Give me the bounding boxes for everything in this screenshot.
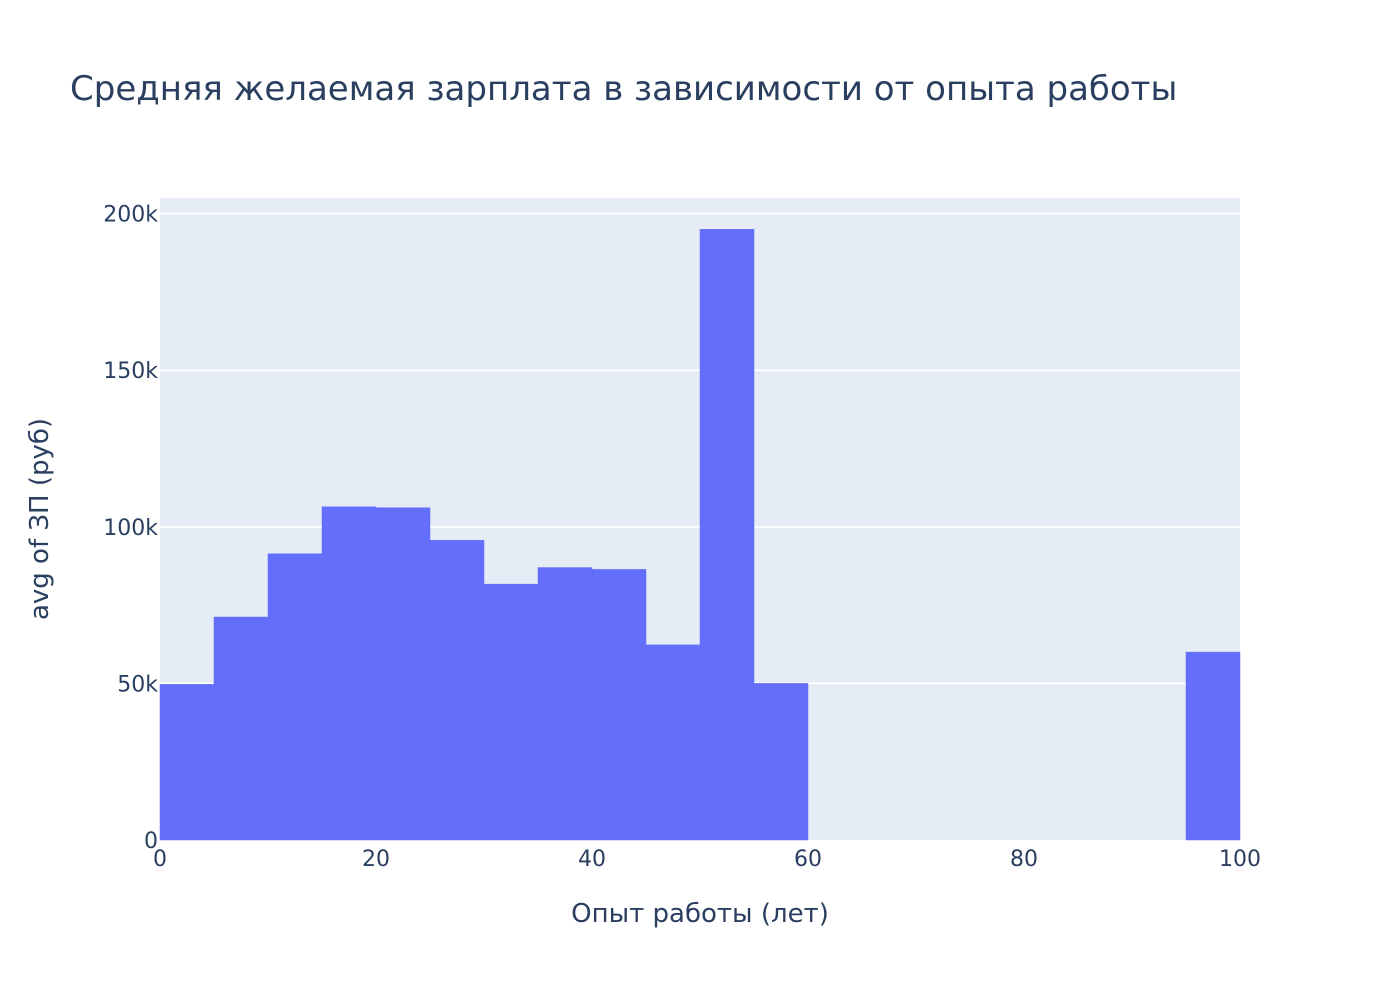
x-tick-label: 0 (153, 847, 167, 872)
histogram-bar (1185, 651, 1241, 841)
x-axis-tick-labels: 0 20 40 60 80 100 (153, 847, 1261, 872)
histogram-bar (429, 540, 485, 841)
histogram-bar (321, 506, 377, 841)
y-tick-label: 200k (103, 203, 158, 228)
histogram-bar (213, 616, 269, 841)
histogram-bar (753, 683, 809, 841)
y-axis-tick-labels: 0 50k 100k 150k 200k (103, 203, 158, 854)
x-tick-label: 80 (1010, 847, 1038, 872)
chart-title: Средняя желаемая зарплата в зависимости … (70, 69, 1177, 109)
bars (159, 229, 1241, 841)
y-tick-label: 50k (117, 672, 158, 697)
histogram-bar (537, 567, 593, 841)
y-axis-title: avg of ЗП (руб) (25, 418, 55, 620)
histogram-bar (645, 644, 701, 841)
y-tick-label: 150k (103, 359, 158, 384)
x-axis-title: Опыт работы (лет) (571, 899, 829, 929)
histogram-bar (375, 507, 431, 841)
histogram-bar (699, 229, 755, 841)
x-tick-label: 40 (578, 847, 606, 872)
histogram-bar (483, 583, 539, 841)
x-tick-label: 20 (362, 847, 390, 872)
histogram-bar (591, 569, 647, 841)
y-tick-label: 0 (144, 829, 158, 854)
histogram-bar (159, 684, 215, 841)
x-tick-label: 60 (794, 847, 822, 872)
histogram-bar (267, 553, 323, 841)
y-tick-label: 100k (103, 516, 158, 541)
x-tick-label: 100 (1219, 847, 1261, 872)
